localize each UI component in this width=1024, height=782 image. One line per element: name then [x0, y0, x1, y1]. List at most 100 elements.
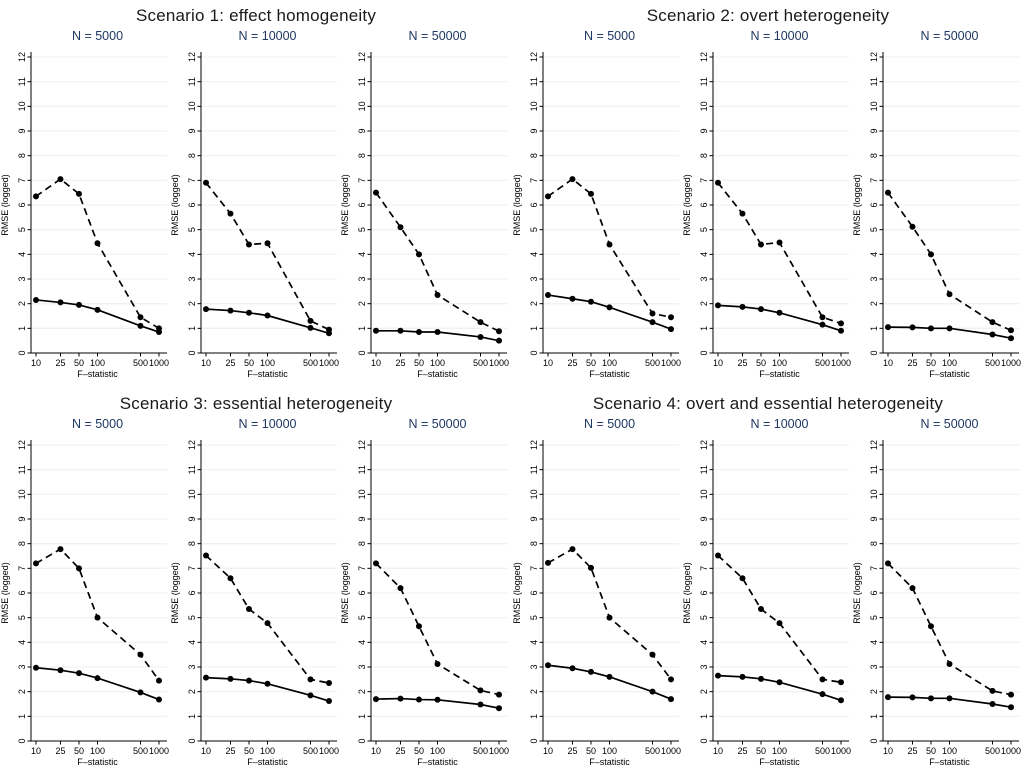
panel: N = 10000 0 1 2 3 4 5 6 7 8 9 10 11 12 10 25 50 100 500 100…	[683, 28, 853, 390]
data-point-marker	[606, 304, 613, 311]
y-tick-label: 1	[869, 714, 879, 719]
panel-subtitle: N = 5000	[71, 29, 124, 43]
y-tick-label: 7	[357, 566, 367, 571]
data-point-marker	[373, 560, 379, 567]
x-tick-label: 100	[90, 358, 105, 368]
panel-subtitle: N = 50000	[920, 417, 979, 431]
data-point-marker	[989, 331, 996, 338]
data-point-marker	[885, 560, 891, 567]
panel-subtitle: N = 50000	[408, 29, 467, 43]
y-tick-label: 0	[869, 738, 879, 743]
y-tick-label: 11	[529, 465, 539, 474]
y-tick-label: 11	[699, 465, 709, 474]
data-point-marker	[569, 665, 576, 672]
y-tick-label: 1	[187, 714, 197, 719]
solid-series-line	[35, 666, 160, 701]
x-tick-label: 1000	[831, 358, 851, 368]
y-tick-label: 3	[699, 276, 709, 281]
data-point-marker	[989, 701, 996, 707]
y-tick-label: 9	[529, 516, 539, 521]
x-tick-label: 100	[90, 746, 105, 756]
x-axis-label: F–statistic	[589, 369, 630, 379]
y-axis-label: RMSE (logged)	[1, 562, 10, 624]
solid-series-line	[376, 329, 500, 342]
x-axis-label: F–statistic	[417, 757, 458, 767]
x-tick-label: 10	[543, 358, 553, 368]
x-tick-label: 500	[133, 746, 148, 756]
dashed-series-line	[547, 178, 672, 319]
solid-series-line	[887, 696, 1012, 709]
y-tick-label: 2	[529, 301, 539, 306]
x-tick-label: 10	[201, 358, 211, 368]
y-axis-label: RMSE (logged)	[683, 562, 692, 624]
data-point-marker	[739, 673, 746, 680]
y-tick-label: 12	[699, 52, 709, 62]
y-tick-label: 2	[187, 301, 197, 306]
x-tick-label: 25	[395, 358, 405, 368]
y-tick-label: 8	[357, 541, 367, 546]
data-point-marker	[245, 309, 252, 316]
y-tick-label: 8	[17, 153, 27, 158]
data-point-marker	[415, 696, 422, 703]
y-tick-label: 2	[699, 689, 709, 694]
y-tick-label: 3	[869, 276, 879, 281]
data-point-marker	[715, 179, 721, 186]
data-point-marker	[415, 623, 422, 630]
y-tick-label: 3	[529, 276, 539, 281]
dashed-series-line	[35, 178, 160, 330]
x-axis-label: F–statistic	[417, 369, 458, 379]
data-point-marker	[496, 328, 502, 335]
scenario-4-title: Scenario 4: overt and essential heteroge…	[592, 394, 944, 413]
data-point-marker	[649, 319, 656, 326]
data-point-marker	[587, 190, 594, 197]
data-point-marker	[649, 651, 656, 658]
y-tick-label: 10	[17, 101, 27, 111]
data-point-marker	[326, 326, 332, 333]
panel: N = 50000 0 1 2 3 4 5 6 7 8 9 10 11 12 10 25 50 100 500 100…	[341, 416, 511, 778]
y-tick-label: 0	[17, 350, 27, 355]
scenario-1: Scenario 1: effect homogeneity N = 5000 0…	[0, 2, 512, 390]
data-point-marker	[33, 296, 39, 303]
y-tick-label: 8	[17, 541, 27, 546]
x-tick-label: 500	[303, 358, 318, 368]
data-point-marker	[885, 694, 891, 701]
solid-series-line	[205, 308, 330, 335]
x-tick-label: 50	[74, 746, 84, 756]
y-tick-label: 1	[699, 326, 709, 331]
scenario-2-panels: N = 5000 0 1 2 3 4 5 6 7 8 9 10 11 12 10 25 50 100 500 1000…	[512, 28, 1024, 390]
y-tick-label: 12	[529, 440, 539, 450]
y-tick-label: 11	[187, 465, 197, 474]
scenario-1-panels: N = 5000 0 1 2 3 4 5 6 7 8 9 10 11 12 10 25 50 100 500 1000…	[0, 28, 512, 390]
y-tick-label: 10	[529, 101, 539, 111]
y-tick-label: 8	[529, 153, 539, 158]
y-tick-label: 2	[17, 689, 27, 694]
dashed-series-line	[717, 182, 842, 325]
y-tick-label: 9	[699, 516, 709, 521]
x-tick-label: 25	[225, 358, 235, 368]
data-point-marker	[545, 292, 551, 299]
y-tick-label: 7	[357, 178, 367, 183]
x-tick-label: 50	[586, 358, 596, 368]
top-row: Scenario 1: effect homogeneity N = 5000 0…	[0, 2, 1024, 390]
data-point-marker	[264, 620, 271, 627]
data-point-marker	[307, 692, 314, 699]
scenario-3-title: Scenario 3: essential heterogeneity	[119, 394, 393, 413]
x-tick-label: 100	[602, 358, 617, 368]
data-point-marker	[569, 176, 576, 183]
data-point-marker	[545, 662, 551, 669]
data-point-marker	[545, 193, 551, 200]
x-tick-label: 500	[985, 746, 1000, 756]
y-tick-label: 6	[529, 202, 539, 207]
y-tick-label: 7	[17, 178, 27, 183]
y-tick-label: 5	[187, 227, 197, 232]
y-tick-label: 7	[529, 566, 539, 571]
data-point-marker	[57, 667, 64, 674]
data-point-marker	[326, 680, 332, 687]
y-tick-label: 0	[699, 738, 709, 743]
panel-subtitle: N = 5000	[583, 29, 636, 43]
y-tick-label: 7	[869, 178, 879, 183]
x-tick-label: 500	[303, 746, 318, 756]
data-point-marker	[415, 329, 422, 336]
panel-subtitle: N = 5000	[583, 417, 636, 431]
